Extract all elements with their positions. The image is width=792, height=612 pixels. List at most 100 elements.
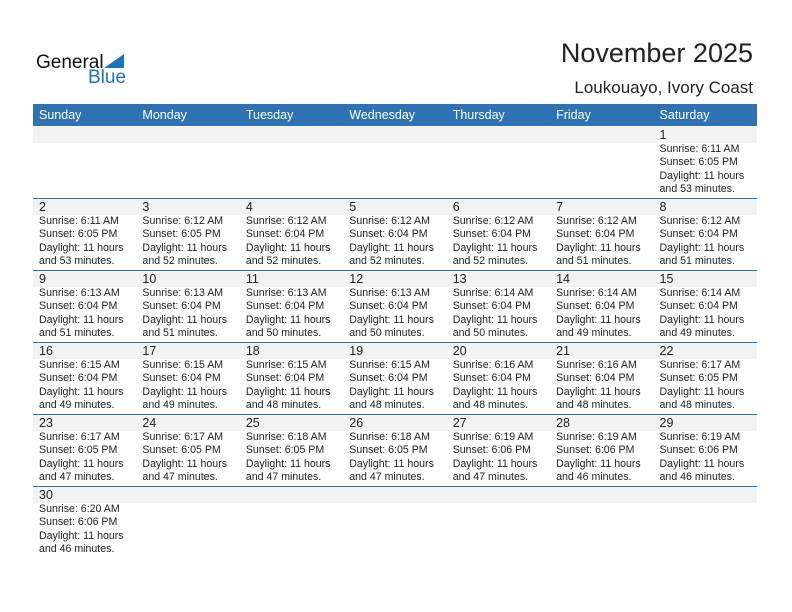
- day-cell: 24 Sunrise: 6:17 AM Sunset: 6:05 PM Dayligh…: [136, 415, 239, 486]
- sunset-text: Sunset: 6:04 PM: [349, 228, 428, 241]
- weekday-tuesday: Tuesday: [245, 108, 294, 122]
- sunset-text: Sunset: 6:04 PM: [659, 228, 738, 241]
- day-cell: 2 Sunrise: 6:11 AM Sunset: 6:05 PM Daylight…: [33, 199, 136, 270]
- daylight-minutes-text: and 50 minutes.: [245, 327, 322, 340]
- sunrise-text: Sunrise: 6:15 AM: [349, 359, 430, 371]
- day-number: 7: [556, 200, 564, 214]
- weekday-saturday: Saturday: [659, 108, 710, 122]
- empty-cell: [136, 487, 239, 558]
- sunset-text: Sunset: 6:04 PM: [556, 228, 635, 241]
- daylight-minutes-text: and 47 minutes.: [142, 471, 218, 484]
- daylight-minutes-text: and 48 minutes.: [452, 399, 529, 412]
- sunrise-text: Sunrise: 6:14 AM: [556, 287, 637, 299]
- sunrise-text: Sunrise: 6:15 AM: [142, 359, 224, 371]
- sunrise-text: Sunrise: 6:13 AM: [142, 287, 224, 299]
- daylight-text: Daylight: 11 hours: [245, 457, 331, 470]
- day-number: 20: [452, 344, 467, 358]
- day-number: 14: [556, 272, 571, 286]
- day-cell: 19 Sunrise: 6:15 AM Sunset: 6:04 PM Dayligh…: [343, 343, 446, 414]
- day-cell: 20 Sunrise: 6:16 AM Sunset: 6:04 PM Dayligh…: [447, 343, 550, 414]
- sunrise-text: Sunrise: 6:18 AM: [349, 431, 430, 443]
- daylight-text: Daylight: 11 hours: [556, 457, 641, 470]
- daylight-minutes-text: and 52 minutes.: [452, 255, 529, 268]
- daylight-minutes-text: and 51 minutes.: [142, 327, 218, 340]
- empty-cell: [343, 487, 446, 558]
- day-number: 1: [659, 128, 667, 142]
- day-number: 17: [142, 344, 157, 358]
- day-number: 19: [349, 344, 364, 358]
- week-row: 1 Sunrise: 6:11 AM Sunset: 6:05 PM Daylight…: [33, 127, 757, 199]
- sunrise-text: Sunrise: 6:12 AM: [556, 215, 637, 227]
- day-number: 9: [39, 272, 46, 286]
- day-number: 3: [142, 200, 150, 214]
- weekday-friday: Friday: [556, 108, 591, 122]
- sunset-text: Sunset: 6:04 PM: [245, 300, 325, 313]
- day-cell: 27 Sunrise: 6:19 AM Sunset: 6:06 PM Dayligh…: [447, 415, 550, 486]
- day-cell: 13 Sunrise: 6:14 AM Sunset: 6:04 PM Dayligh…: [447, 271, 550, 342]
- day-number: 12: [349, 272, 364, 286]
- daylight-text: Daylight: 11 hours: [452, 241, 538, 254]
- week-row: 9 Sunrise: 6:13 AM Sunset: 6:04 PM Daylight…: [33, 271, 757, 343]
- daylight-text: Daylight: 11 hours: [39, 241, 124, 254]
- sunset-text: Sunset: 6:06 PM: [659, 444, 738, 457]
- daylight-text: Daylight: 11 hours: [659, 457, 745, 470]
- daylight-minutes-text: and 52 minutes.: [349, 255, 425, 268]
- day-cell: 1 Sunrise: 6:11 AM Sunset: 6:05 PM Daylight…: [654, 127, 757, 198]
- week-row: 16 Sunrise: 6:15 AM Sunset: 6:04 PM Dayligh…: [33, 343, 757, 415]
- week-row: 2 Sunrise: 6:11 AM Sunset: 6:05 PM Daylight…: [33, 199, 757, 271]
- sunrise-text: Sunrise: 6:17 AM: [39, 431, 120, 443]
- day-cell: 5 Sunrise: 6:12 AM Sunset: 6:04 PM Daylight…: [343, 199, 446, 270]
- sunset-text: Sunset: 6:05 PM: [39, 228, 118, 241]
- empty-cell: [240, 487, 343, 558]
- daylight-text: Daylight: 11 hours: [349, 241, 434, 254]
- day-number: 29: [659, 416, 674, 430]
- day-cell: 28 Sunrise: 6:19 AM Sunset: 6:06 PM Dayligh…: [550, 415, 653, 486]
- daylight-text: Daylight: 11 hours: [556, 385, 641, 398]
- daylight-text: Daylight: 11 hours: [452, 313, 538, 326]
- daylight-minutes-text: and 51 minutes.: [659, 255, 735, 268]
- day-cell: 21 Sunrise: 6:16 AM Sunset: 6:04 PM Dayligh…: [550, 343, 653, 414]
- sunrise-text: Sunrise: 6:16 AM: [556, 359, 637, 371]
- daylight-text: Daylight: 11 hours: [245, 241, 331, 254]
- daylight-minutes-text: and 47 minutes.: [349, 471, 425, 484]
- weekday-monday: Monday: [142, 108, 187, 122]
- page-title: November 2025: [560, 38, 753, 68]
- sunset-text: Sunset: 6:05 PM: [245, 444, 325, 457]
- day-cell: 17 Sunrise: 6:15 AM Sunset: 6:04 PM Dayligh…: [136, 343, 239, 414]
- daylight-text: Daylight: 11 hours: [245, 385, 331, 398]
- sunrise-text: Sunrise: 6:12 AM: [452, 215, 534, 227]
- sunset-text: Sunset: 6:04 PM: [142, 300, 221, 313]
- day-number: 8: [659, 200, 667, 214]
- day-cell: 7 Sunrise: 6:12 AM Sunset: 6:04 PM Daylight…: [550, 199, 653, 270]
- daylight-minutes-text: and 52 minutes.: [245, 255, 322, 268]
- sunrise-text: Sunrise: 6:11 AM: [39, 215, 119, 227]
- daylight-minutes-text: and 49 minutes.: [556, 327, 632, 340]
- day-cell: 8 Sunrise: 6:12 AM Sunset: 6:04 PM Daylight…: [654, 199, 757, 270]
- daylight-minutes-text: and 49 minutes.: [142, 399, 218, 412]
- daylight-text: Daylight: 11 hours: [142, 457, 228, 470]
- day-cell: 22 Sunrise: 6:17 AM Sunset: 6:05 PM Dayligh…: [654, 343, 757, 414]
- day-cell: 6 Sunrise: 6:12 AM Sunset: 6:04 PM Daylight…: [447, 199, 550, 270]
- day-cell: 15 Sunrise: 6:14 AM Sunset: 6:04 PM Dayligh…: [654, 271, 757, 342]
- daylight-minutes-text: and 47 minutes.: [245, 471, 322, 484]
- week-row: 30 Sunrise: 6:20 AM Sunset: 6:06 PM Dayligh…: [33, 487, 757, 558]
- sunset-text: Sunset: 6:04 PM: [452, 372, 532, 385]
- daylight-text: Daylight: 11 hours: [659, 385, 745, 398]
- daylight-text: Daylight: 11 hours: [452, 457, 538, 470]
- sunrise-text: Sunrise: 6:13 AM: [39, 287, 120, 299]
- sunrise-text: Sunrise: 6:12 AM: [659, 215, 741, 227]
- day-number: 4: [245, 200, 253, 214]
- empty-cell: [447, 127, 550, 198]
- sunset-text: Sunset: 6:06 PM: [452, 444, 532, 457]
- daylight-text: Daylight: 11 hours: [659, 313, 745, 326]
- sunrise-text: Sunrise: 6:19 AM: [452, 431, 534, 443]
- day-number: 15: [659, 272, 674, 286]
- daylight-text: Daylight: 11 hours: [349, 385, 434, 398]
- sunrise-text: Sunrise: 6:15 AM: [245, 359, 327, 371]
- daylight-minutes-text: and 49 minutes.: [659, 327, 735, 340]
- sunrise-text: Sunrise: 6:11 AM: [659, 143, 740, 155]
- day-number: 13: [452, 272, 467, 286]
- day-number: 28: [556, 416, 571, 430]
- daylight-text: Daylight: 11 hours: [39, 313, 124, 326]
